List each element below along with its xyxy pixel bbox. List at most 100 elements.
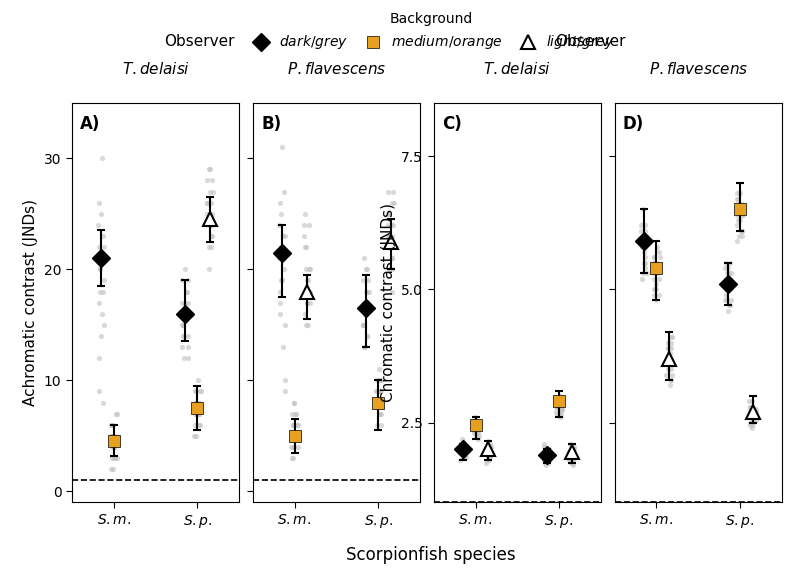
Point [277,231,290,240]
Point [466,423,479,432]
Point [176,320,189,329]
Point [651,269,664,278]
Point [565,458,578,467]
Point [275,243,287,252]
Point [299,265,312,274]
Point [94,331,107,340]
Point [485,442,498,451]
Point [640,231,653,240]
Point [662,338,674,347]
Point [299,243,312,252]
Point [721,306,734,315]
Point [472,423,484,432]
Point [665,333,678,342]
Point [472,418,485,427]
Point [279,231,291,240]
Point [299,287,312,296]
Point [176,276,188,285]
Point [731,210,744,219]
Point [454,455,467,464]
Point [641,269,654,278]
Point [278,254,290,263]
Point [736,226,749,235]
Point [662,354,675,363]
Point [382,231,395,240]
Point [458,450,471,459]
Point [540,447,553,456]
Point [553,413,566,422]
Point [733,231,745,240]
Point [541,458,554,467]
Point [385,243,398,252]
Point [467,421,480,430]
Point [97,398,110,407]
Point [105,420,117,429]
Point [724,274,737,283]
Point [721,279,734,288]
Point [718,279,731,288]
Point [555,410,567,419]
Point [204,209,217,218]
Point [96,154,109,163]
Point [201,198,214,207]
Point [105,431,118,440]
Point [188,387,201,396]
Point [638,258,650,267]
Point [109,431,122,440]
Point [361,265,373,274]
Point [301,276,314,285]
Point [189,398,202,407]
Point [480,458,492,467]
Point [749,413,761,422]
Point [736,205,749,214]
Point [638,221,651,230]
Point [108,443,120,452]
Point [539,450,551,459]
Point [551,410,563,419]
Point [555,399,568,408]
Point [193,420,206,429]
Point [567,445,579,454]
Point [373,365,385,374]
Point [480,447,493,456]
Point [472,434,484,443]
Point [299,287,312,296]
Point [302,276,314,285]
Text: D): D) [623,115,644,133]
Point [201,176,214,185]
Legend: $dark/grey$, $medium/orange$, $light/grey$: $dark/grey$, $medium/orange$, $light/gre… [241,7,621,57]
Point [105,465,117,474]
Point [177,331,190,340]
Point [459,450,472,459]
Point [301,298,314,307]
Point [370,420,383,429]
Point [483,445,496,454]
Point [647,253,660,262]
Text: Observer: Observer [555,34,626,49]
Point [649,285,662,294]
Point [554,391,567,400]
Point [304,298,317,307]
Text: $T. delaisi$: $T. delaisi$ [121,61,190,77]
Point [731,199,744,208]
Point [374,376,387,385]
Point [97,287,109,296]
Point [190,409,203,418]
Point [361,298,373,307]
Point [468,426,480,435]
Point [744,402,757,411]
Point [97,276,110,285]
Point [563,450,576,459]
Point [374,398,387,407]
Point [302,320,314,329]
Point [203,165,216,174]
Point [276,276,289,285]
Y-axis label: Achromatic contrast (JNDs): Achromatic contrast (JNDs) [23,199,38,406]
Point [731,221,744,230]
Point [456,434,468,443]
Point [287,443,300,452]
Point [652,247,665,256]
Point [96,309,109,318]
Point [105,431,118,440]
Point [472,426,484,435]
